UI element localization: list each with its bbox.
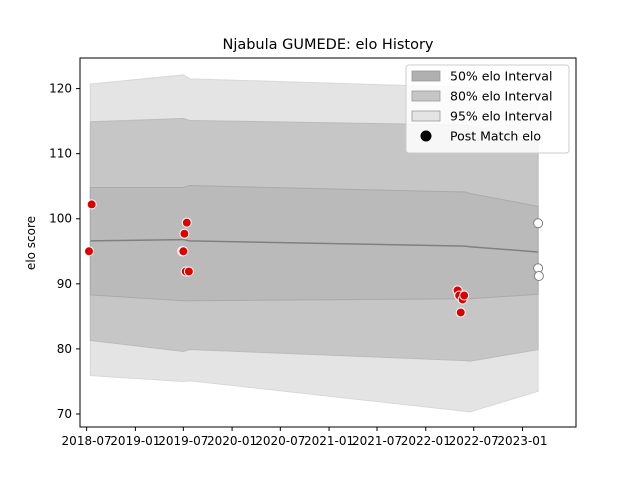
y-tick-label: 90: [57, 277, 72, 291]
x-tick-label: 2023-01: [497, 434, 547, 448]
y-tick-label: 100: [49, 212, 72, 226]
x-tick-label: 2021-07: [352, 434, 402, 448]
legend-label: 95% elo Interval: [450, 109, 552, 124]
mean-line-path: [90, 238, 539, 253]
plot-area: [84, 74, 544, 413]
recent-elo-point: [533, 218, 544, 229]
x-tick-label: 2019-01: [110, 434, 160, 448]
post-match-point: [86, 199, 97, 210]
legend-box: [405, 64, 570, 154]
post-match-point: [84, 246, 95, 257]
x-tick-label: 2018-07: [62, 434, 112, 448]
post-match-points: [84, 199, 544, 318]
axes: [79, 57, 577, 428]
y-tick-label: 70: [57, 407, 72, 421]
y-tick-label: 110: [49, 147, 72, 161]
y-tick-label: 80: [57, 342, 72, 356]
legend-label: Post Match elo: [450, 129, 541, 144]
legend-swatch: [411, 110, 441, 122]
chart-title: Njabula GUMEDE: elo History: [222, 37, 433, 53]
x-tick-label: 2019-07: [158, 434, 208, 448]
legend-label: 50% elo Interval: [450, 69, 552, 84]
x-tick-label: 2020-07: [255, 434, 305, 448]
legend-marker: [420, 130, 432, 142]
legend-swatch: [411, 90, 441, 102]
post-match-point: [178, 246, 189, 257]
mean-elo-line: [90, 238, 539, 253]
legend-label: 80% elo Interval: [450, 89, 552, 104]
y-axis-ticks: 70 80 90 100 110 120: [49, 82, 80, 421]
axes-frame: [79, 57, 577, 428]
post-match-point: [179, 228, 190, 239]
legend: 50% elo Interval 80% elo Interval 95% elo …: [405, 64, 570, 154]
y-tick-label: 120: [49, 82, 72, 96]
x-tick-label: 2021-01: [304, 434, 354, 448]
x-tick-label: 2022-01: [401, 434, 451, 448]
x-tick-label: 2020-01: [207, 434, 257, 448]
recent-elo-point: [533, 271, 544, 282]
y-axis-label: elo score: [24, 216, 38, 270]
x-tick-label: 2022-07: [449, 434, 499, 448]
post-match-point: [459, 290, 470, 301]
legend-swatch: [411, 70, 441, 82]
post-match-point: [455, 307, 466, 318]
post-match-point: [183, 266, 194, 277]
post-match-point: [181, 217, 192, 228]
x-axis-ticks: 2018-072019-012019-072020-012020-072021-…: [62, 427, 548, 448]
